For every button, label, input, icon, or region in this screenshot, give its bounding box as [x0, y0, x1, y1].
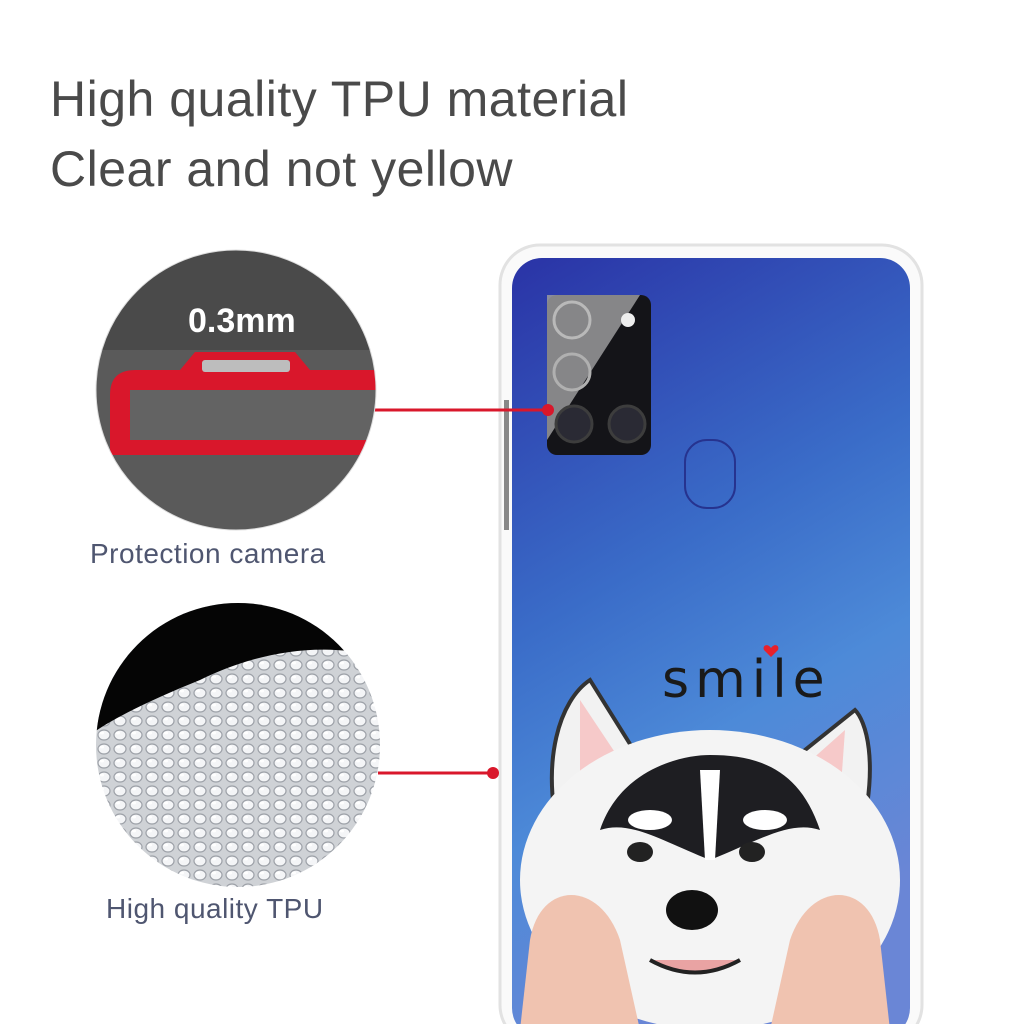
- caption-high-quality-tpu: High quality TPU: [106, 893, 324, 924]
- heart-icon: [763, 645, 779, 657]
- headline-line-1: High quality TPU material: [50, 71, 629, 127]
- phone-case: smile: [498, 243, 924, 1024]
- camera-protection-detail: 0.3mm: [96, 250, 376, 530]
- caption-protection-camera: Protection camera: [90, 538, 326, 569]
- headline-line-2: Clear and not yellow: [50, 141, 514, 197]
- husky-print: [520, 677, 900, 1024]
- tpu-material-detail: [96, 603, 380, 887]
- fingerprint-sensor: [684, 439, 736, 509]
- thickness-label: 0.3mm: [188, 302, 296, 340]
- smile-print-text: smile: [662, 650, 831, 710]
- camera-module: [547, 295, 651, 455]
